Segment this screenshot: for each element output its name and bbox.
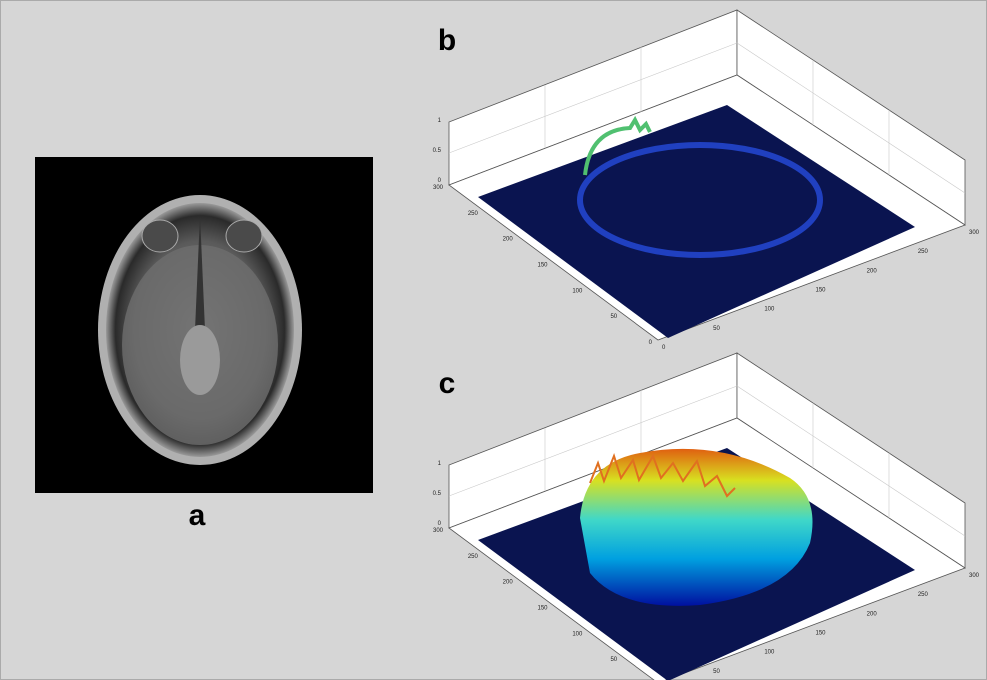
x-tick-label: 200: [867, 611, 878, 617]
x-tick-label: 300: [969, 573, 980, 579]
y-tick-label: 50: [610, 314, 617, 320]
z-tick-label: 0.5: [433, 148, 442, 154]
y-tick-label: 150: [537, 263, 548, 269]
x-tick-label: 250: [918, 249, 929, 255]
x-tick-label: 150: [816, 288, 827, 294]
y-tick-label: 250: [468, 211, 479, 217]
y-tick-label: 300: [433, 528, 444, 534]
y-tick-label: 250: [468, 554, 479, 560]
y-tick-label: 100: [572, 288, 583, 294]
figure: a 10.50300250200150100500050100150200250…: [0, 0, 987, 680]
y-tick-label: 200: [503, 580, 514, 586]
x-tick-label: 100: [764, 650, 775, 656]
x-tick-label: 50: [713, 326, 720, 332]
y-tick-label: 200: [503, 237, 514, 243]
y-tick-label: 300: [433, 185, 444, 191]
y-tick-label: 100: [572, 631, 583, 637]
x-tick-label: 150: [816, 631, 827, 637]
x-tick-label: 250: [918, 592, 929, 598]
y-tick-label: 150: [537, 606, 548, 612]
panel-label: c: [439, 367, 456, 400]
panel-label: a: [189, 499, 206, 532]
z-tick-label: 0.5: [433, 491, 442, 497]
x-tick-label: 50: [713, 669, 720, 675]
x-tick-label: 300: [969, 230, 980, 236]
y-tick-label: 50: [610, 657, 617, 663]
panel-label: b: [438, 24, 456, 57]
mri-image: [35, 157, 373, 493]
x-tick-label: 100: [764, 307, 775, 313]
x-tick-label: 200: [867, 268, 878, 274]
